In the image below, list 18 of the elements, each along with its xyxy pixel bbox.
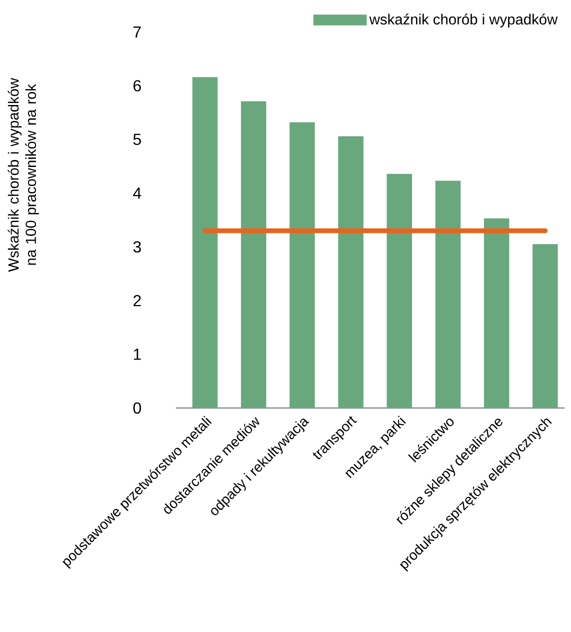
bar (435, 180, 461, 408)
bar (290, 122, 315, 408)
bar (532, 244, 558, 408)
y-tick-label: 4 (133, 188, 142, 199)
y-axis-title: Wskaźnik chorób i wypadków na 100 pracowników na rok (8, 78, 39, 272)
legend-label: wskaźnik chorób i wypadków (369, 14, 558, 28)
y-tick-label: 3 (133, 241, 141, 253)
bar (386, 174, 412, 408)
bar (338, 136, 364, 408)
y-tick-label: 5 (133, 134, 141, 146)
y-tick-label: 2 (134, 294, 141, 306)
y-tick-label: 1 (134, 348, 141, 360)
bar (484, 218, 510, 408)
bar (192, 77, 218, 408)
bar (240, 101, 266, 408)
y-tick-label: 6 (134, 80, 141, 92)
y-tick-label: 0 (133, 402, 141, 414)
y-tick-label: 7 (134, 26, 141, 38)
